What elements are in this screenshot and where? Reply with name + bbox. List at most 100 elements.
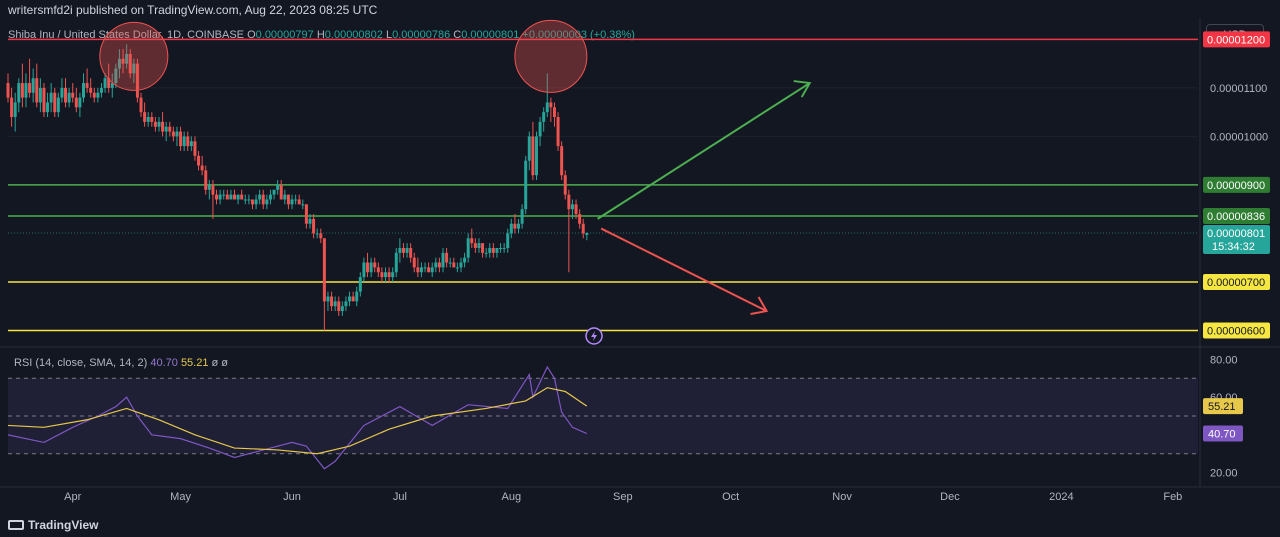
candle-body xyxy=(279,184,283,200)
candle-body xyxy=(254,199,258,205)
rsi-line xyxy=(7,365,588,470)
candle-body xyxy=(10,97,14,118)
candle-body xyxy=(268,194,272,200)
candle-body xyxy=(481,243,485,253)
candle-body xyxy=(563,175,567,195)
tradingview-logo[interactable]: TradingView xyxy=(8,518,98,532)
open-label: O xyxy=(247,29,256,41)
up-arrow-line xyxy=(597,82,811,220)
level-tag xyxy=(1203,31,1270,48)
candle-body xyxy=(581,223,585,234)
candle-body xyxy=(225,194,229,200)
candle-body xyxy=(348,296,352,302)
level-tag-label: 0.00001200 xyxy=(1207,34,1265,46)
candle-body xyxy=(538,121,542,137)
candle-body xyxy=(261,194,265,205)
rsi-sma-line xyxy=(7,387,588,455)
candle-body xyxy=(96,92,100,98)
candle-body xyxy=(250,199,254,205)
down-arrow-line xyxy=(600,227,768,312)
candle-body xyxy=(434,262,438,268)
candle-body xyxy=(373,262,377,268)
candle-body xyxy=(542,112,546,122)
time-axis: Apr May Jun Jul Aug Sep Oct Nov Dec 2024 Feb xyxy=(64,491,1182,503)
candle-body xyxy=(585,232,589,235)
candle-body xyxy=(211,184,215,195)
candle-body xyxy=(283,194,287,200)
candle-body xyxy=(128,53,132,74)
candle-body xyxy=(499,247,503,249)
candle-body xyxy=(473,243,477,248)
candle-body xyxy=(150,117,154,122)
candle-body xyxy=(455,267,459,269)
candle-body xyxy=(524,160,528,210)
time-tick-label: Jul xyxy=(393,491,407,503)
candle-body xyxy=(470,238,474,244)
candle-body xyxy=(380,272,384,278)
high-value: 0.00000802 xyxy=(324,29,383,41)
candle-body xyxy=(337,301,341,312)
candle-body xyxy=(31,78,35,93)
candle-body xyxy=(92,92,96,98)
lightning-icon xyxy=(591,331,598,341)
candle-body xyxy=(430,267,434,273)
candle-body xyxy=(272,189,276,195)
level-tag xyxy=(1203,207,1270,224)
time-tick-label: Jun xyxy=(283,491,301,503)
candle-body xyxy=(578,214,582,224)
candle-body xyxy=(394,252,398,273)
candle-body xyxy=(186,136,190,147)
candle-body xyxy=(13,102,17,118)
time-tick-label: Aug xyxy=(502,491,522,503)
rsi-legend-extra: ø ø xyxy=(211,357,229,369)
candle-body xyxy=(506,233,510,248)
candle-body xyxy=(416,267,420,273)
up-arrow-head xyxy=(793,80,812,98)
candle-body xyxy=(175,131,179,137)
price-grid xyxy=(8,87,1198,137)
candle-body xyxy=(85,83,89,88)
symbol-name: Shiba Inu / United States Dollar, 1D, CO… xyxy=(8,29,245,41)
candle-body xyxy=(445,252,449,263)
high-label: H xyxy=(316,29,325,41)
time-tick-label: Sep xyxy=(613,491,633,503)
candle-body xyxy=(527,136,531,161)
candle-body xyxy=(326,296,330,302)
candle-body xyxy=(502,247,506,249)
time-tick-label: Oct xyxy=(722,491,739,503)
candle-body xyxy=(200,165,204,171)
candle-body xyxy=(276,184,280,190)
candle-body xyxy=(304,204,308,224)
level-tag-label: 0.00000836 xyxy=(1207,211,1265,223)
candle-body xyxy=(157,121,161,127)
candle-body xyxy=(552,107,556,118)
candle-body xyxy=(556,117,560,147)
candle-body xyxy=(107,78,111,88)
level-tag-label: 0.00000900 xyxy=(1207,180,1265,192)
candle-body xyxy=(423,267,427,269)
candle-body xyxy=(398,247,402,253)
candle-body xyxy=(383,272,387,278)
candle-body xyxy=(67,92,71,103)
time-tick-label: Nov xyxy=(832,491,852,503)
open-value: 0.00000797 xyxy=(255,29,314,41)
swing-high-circle xyxy=(514,19,588,93)
candle-body xyxy=(222,194,226,196)
time-tick-label: Apr xyxy=(64,491,81,503)
candle-body xyxy=(531,136,535,176)
candle-body xyxy=(549,102,553,108)
candle-body xyxy=(312,218,316,234)
level-tag xyxy=(1203,273,1270,290)
candle-body xyxy=(297,199,301,205)
candle-body xyxy=(171,131,175,137)
rsi-tick-label: 20.00 xyxy=(1210,468,1238,480)
time-tick-label: Feb xyxy=(1163,491,1182,503)
candle-body xyxy=(509,223,513,234)
level-tag xyxy=(1203,322,1270,339)
candle-body xyxy=(114,68,118,84)
candle-body xyxy=(42,87,46,113)
candle-body xyxy=(517,223,521,229)
candle-body xyxy=(290,199,294,205)
candle-body xyxy=(121,58,125,64)
